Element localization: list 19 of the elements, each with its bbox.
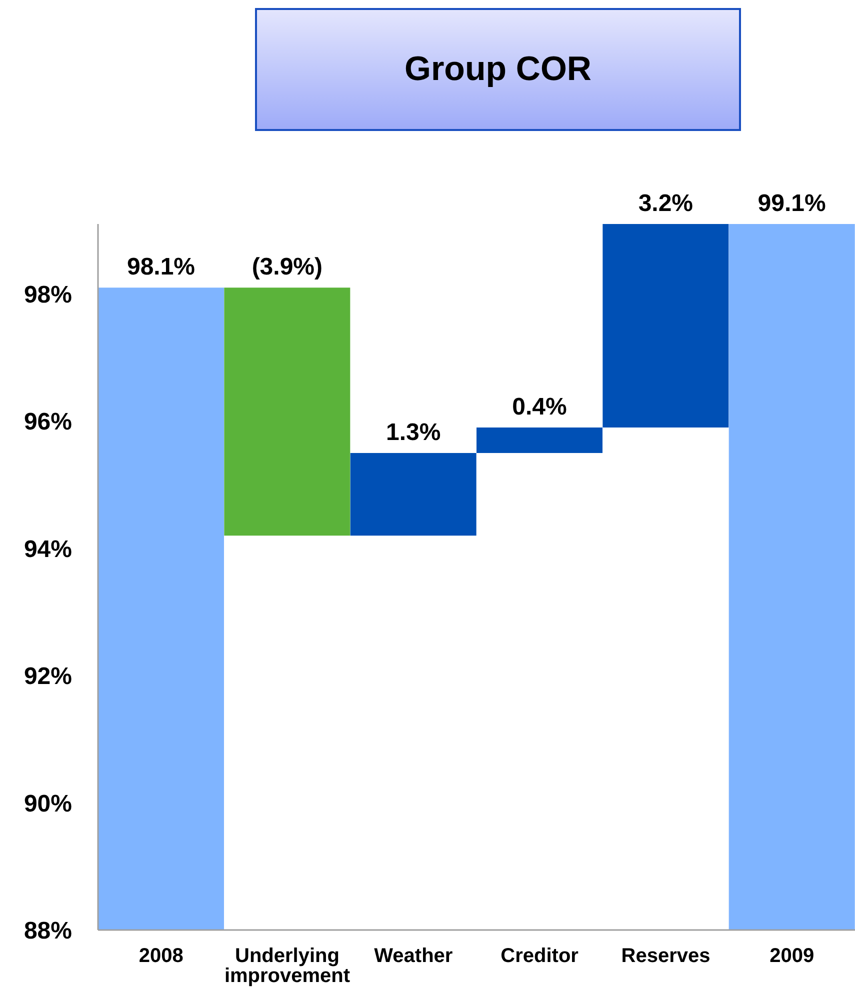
data-label: 98.1% (126, 254, 196, 281)
x-tick-label: Creditor (500, 945, 579, 968)
data-label: 1.3% (386, 418, 441, 446)
y-tick-label: 96% (24, 408, 72, 436)
x-tick-label: 2008 (138, 945, 184, 968)
y-tick-label: 88% (24, 918, 72, 945)
data-label: 99.1% (758, 190, 826, 217)
x-tick-label: Weather (374, 945, 453, 968)
data-label: (3.9%) (252, 254, 323, 281)
data-label: 0.4% (512, 394, 567, 421)
x-tick-label: Reserves (621, 945, 710, 968)
y-tick-label: 94% (24, 536, 72, 563)
x-tick-label: Underlying improvement (224, 945, 350, 988)
y-tick-label: 98% (24, 281, 72, 308)
chart-title: Group COR (255, 8, 741, 131)
y-tick-label: 92% (24, 663, 72, 690)
y-tick-label: 90% (24, 790, 72, 818)
x-tick-label: 2009 (770, 945, 814, 968)
data-label: 3.2% (638, 190, 694, 217)
